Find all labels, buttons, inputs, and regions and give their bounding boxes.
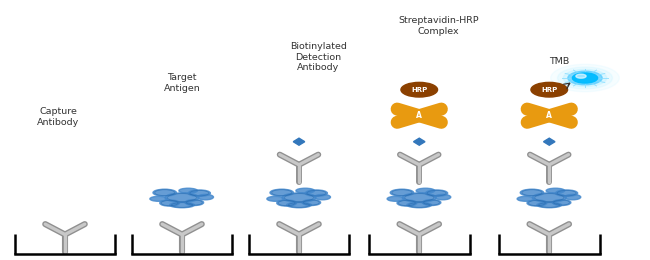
Text: HRP: HRP [541,87,558,93]
Ellipse shape [287,202,311,208]
Ellipse shape [188,190,211,196]
Circle shape [573,73,597,83]
Ellipse shape [565,194,580,200]
Ellipse shape [160,200,179,206]
Ellipse shape [397,200,417,206]
Circle shape [551,64,619,92]
Ellipse shape [165,193,199,202]
Text: A: A [416,111,422,120]
Ellipse shape [282,193,316,202]
Circle shape [401,82,437,97]
Ellipse shape [435,194,450,200]
Polygon shape [413,138,425,145]
Ellipse shape [277,200,296,206]
Text: A: A [546,111,552,120]
Text: HRP: HRP [411,87,428,93]
Ellipse shape [150,196,167,201]
Polygon shape [293,138,305,145]
Ellipse shape [390,189,413,196]
Text: Biotinylated
Detection
Antibody: Biotinylated Detection Antibody [290,42,347,72]
Text: TMB: TMB [549,57,569,66]
Ellipse shape [153,189,176,196]
Circle shape [558,67,612,89]
Ellipse shape [270,189,293,196]
Ellipse shape [422,200,441,205]
Ellipse shape [302,200,320,205]
Ellipse shape [517,196,534,201]
Circle shape [564,69,606,87]
Ellipse shape [198,194,213,200]
Ellipse shape [179,188,198,193]
Ellipse shape [402,193,436,202]
Ellipse shape [555,190,578,196]
Ellipse shape [387,196,404,201]
Ellipse shape [416,188,435,193]
Ellipse shape [296,188,315,193]
Ellipse shape [170,202,194,208]
Ellipse shape [315,194,330,200]
Polygon shape [543,138,555,145]
Ellipse shape [546,188,565,193]
Ellipse shape [305,190,328,196]
Ellipse shape [527,200,547,206]
Text: Target
Antigen: Target Antigen [164,74,200,93]
Text: Capture
Antibody: Capture Antibody [38,107,79,127]
Ellipse shape [537,202,562,208]
Ellipse shape [407,202,432,208]
Ellipse shape [425,190,448,196]
Text: Streptavidin-HRP
Complex: Streptavidin-HRP Complex [398,16,479,36]
Circle shape [576,74,586,78]
Ellipse shape [532,193,566,202]
Ellipse shape [520,189,543,196]
Circle shape [568,71,602,85]
Ellipse shape [552,200,571,205]
Circle shape [531,82,567,97]
Ellipse shape [267,196,284,201]
Ellipse shape [185,200,203,205]
